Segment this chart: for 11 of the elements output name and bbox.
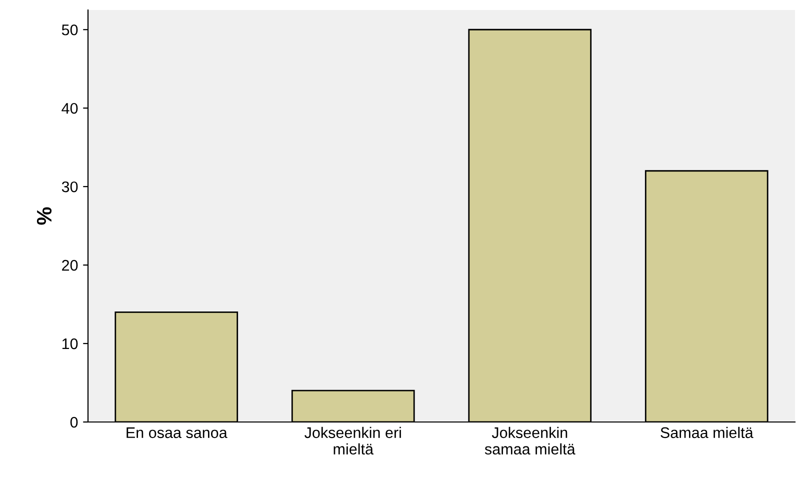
y-axis-title: % bbox=[36, 207, 52, 225]
y-tick-label: 30 bbox=[62, 181, 78, 192]
x-tick-label: Jokseenkin eri mieltä bbox=[304, 426, 401, 455]
y-tick-label: 20 bbox=[62, 260, 78, 271]
x-tick-label: En osaa sanoa bbox=[126, 427, 228, 438]
x-tick-label: Samaa mieltä bbox=[660, 426, 754, 438]
y-tick-label: 0 bbox=[70, 416, 78, 428]
y-tick-label: 10 bbox=[62, 338, 78, 350]
y-tick-label: 40 bbox=[62, 102, 78, 114]
y-tick-label: 50 bbox=[62, 24, 78, 36]
x-tick-label: Jokseenkin samaa mieltä bbox=[484, 426, 576, 455]
